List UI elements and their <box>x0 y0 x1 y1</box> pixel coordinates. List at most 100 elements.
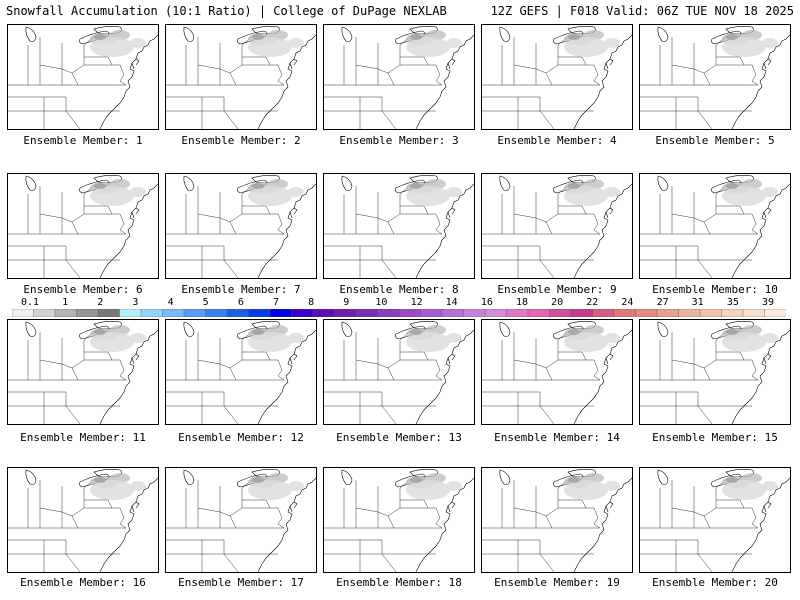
colorbar-swatch <box>162 309 185 317</box>
colorbar-tick-label: 3 <box>132 297 139 308</box>
ensemble-map-panel <box>7 467 159 573</box>
ensemble-map <box>482 321 632 424</box>
colorbar-swatch <box>269 309 292 317</box>
ensemble-member-label: Ensemble Member: 4 <box>497 134 617 147</box>
colorbar-swatch <box>592 309 615 317</box>
ensemble-map-panel <box>481 319 633 425</box>
ensemble-map <box>8 26 158 129</box>
colorbar-tick-label: 8 <box>308 297 315 308</box>
ensemble-member-label: Ensemble Member: 2 <box>181 134 301 147</box>
colorbar-swatch <box>441 309 464 317</box>
colorbar-swatch <box>119 309 142 317</box>
colorbar-swatch <box>377 309 400 317</box>
colorbar-swatch <box>678 309 701 317</box>
colorbar-swatch <box>527 309 550 317</box>
colorbar-tick-label: 6 <box>237 297 244 308</box>
ensemble-map <box>482 175 632 278</box>
ensemble-map-panel <box>481 467 633 573</box>
ensemble-map-panel <box>323 24 475 130</box>
ensemble-map-panel <box>481 173 633 279</box>
ensemble-member-label: Ensemble Member: 9 <box>497 283 617 296</box>
colorbar-swatch <box>721 309 744 317</box>
colorbar-swatch <box>205 309 228 317</box>
ensemble-member-label: Ensemble Member: 11 <box>20 431 146 444</box>
colorbar-tick-label: 10 <box>375 297 388 308</box>
ensemble-map <box>166 469 316 572</box>
ensemble-member-label: Ensemble Member: 8 <box>339 283 459 296</box>
ensemble-map <box>166 321 316 424</box>
colorbar-swatch <box>140 309 163 317</box>
ensemble-map <box>166 175 316 278</box>
colorbar-tick-label: 22 <box>586 297 599 308</box>
ensemble-map-panel <box>639 24 791 130</box>
ensemble-member-label: Ensemble Member: 17 <box>178 576 304 589</box>
colorbar-swatch <box>398 309 421 317</box>
colorbar-swatch <box>355 309 378 317</box>
colorbar-swatch <box>463 309 486 317</box>
ensemble-map <box>640 26 790 129</box>
colorbar-tick-label: 9 <box>343 297 350 308</box>
colorbar-swatch <box>12 309 34 317</box>
colorbar-tick-label: 16 <box>480 297 493 308</box>
colorbar-swatch <box>570 309 593 317</box>
ensemble-map-panel <box>165 319 317 425</box>
colorbar-swatch <box>97 309 120 317</box>
map-title: Snowfall Accumulation (10:1 Ratio) | Col… <box>6 4 447 18</box>
ensemble-map <box>640 321 790 424</box>
ensemble-member-label: Ensemble Member: 12 <box>178 431 304 444</box>
colorbar-swatch <box>54 309 77 317</box>
ensemble-map <box>8 469 158 572</box>
ensemble-map-panel <box>481 24 633 130</box>
ensemble-map-panel <box>7 319 159 425</box>
ensemble-map-panel <box>639 467 791 573</box>
ensemble-member-label: Ensemble Member: 6 <box>23 283 143 296</box>
ensemble-map <box>8 175 158 278</box>
ensemble-map-panel <box>323 173 475 279</box>
colorbar-swatch <box>549 309 572 317</box>
colorbar-swatch <box>291 309 314 317</box>
colorbar-tick-label: 20 <box>551 297 564 308</box>
ensemble-map <box>482 469 632 572</box>
colorbar-swatch <box>183 309 206 317</box>
ensemble-map <box>324 469 474 572</box>
snowfall-colorbar <box>12 309 786 317</box>
colorbar-tick-label: 5 <box>202 297 209 308</box>
ensemble-map-panel <box>165 24 317 130</box>
ensemble-map <box>640 175 790 278</box>
ensemble-member-label: Ensemble Member: 10 <box>652 283 778 296</box>
ensemble-map <box>166 26 316 129</box>
ensemble-map <box>8 321 158 424</box>
colorbar-tick-label: 18 <box>515 297 529 308</box>
ensemble-map-panel <box>7 24 159 130</box>
ensemble-map-panel <box>639 319 791 425</box>
colorbar-swatch <box>420 309 443 317</box>
colorbar-tick-label: 31 <box>691 297 704 308</box>
colorbar-tick-label: 24 <box>621 297 634 308</box>
colorbar-tick-label: 14 <box>445 297 458 308</box>
ensemble-map-panel <box>323 467 475 573</box>
colorbar-tick-label: 35 <box>726 297 739 308</box>
colorbar-swatch <box>506 309 529 317</box>
colorbar-tick-label: 0.1 <box>20 297 40 308</box>
ensemble-member-label: Ensemble Member: 15 <box>652 431 778 444</box>
colorbar-tick-label: 7 <box>272 297 280 308</box>
ensemble-map-panel <box>165 173 317 279</box>
colorbar-tick-label: 4 <box>167 297 174 308</box>
ensemble-map-panel <box>7 173 159 279</box>
ensemble-map-panel <box>323 319 475 425</box>
colorbar-tick-label: 1 <box>62 297 69 308</box>
colorbar-swatch <box>226 309 249 317</box>
model-valid-time: 12Z GEFS | F018 Valid: 06Z TUE NOV 18 20… <box>490 4 794 18</box>
ensemble-member-label: Ensemble Member: 5 <box>655 134 775 147</box>
ensemble-map <box>324 26 474 129</box>
colorbar-tick-label: 27 <box>656 297 669 308</box>
colorbar-swatch <box>248 309 271 317</box>
ensemble-map <box>482 26 632 129</box>
ensemble-map <box>640 469 790 572</box>
colorbar-swatch <box>656 309 679 317</box>
colorbar-swatch <box>334 309 357 317</box>
ensemble-member-label: Ensemble Member: 3 <box>339 134 459 147</box>
colorbar-swatch <box>484 309 507 317</box>
colorbar-swatch <box>635 309 658 317</box>
ensemble-member-label: Ensemble Member: 1 <box>23 134 143 147</box>
